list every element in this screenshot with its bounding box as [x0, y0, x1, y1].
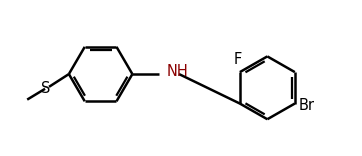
Text: Br: Br: [299, 98, 315, 113]
Text: S: S: [41, 81, 51, 96]
Text: F: F: [234, 52, 242, 67]
Text: NH: NH: [167, 64, 189, 79]
